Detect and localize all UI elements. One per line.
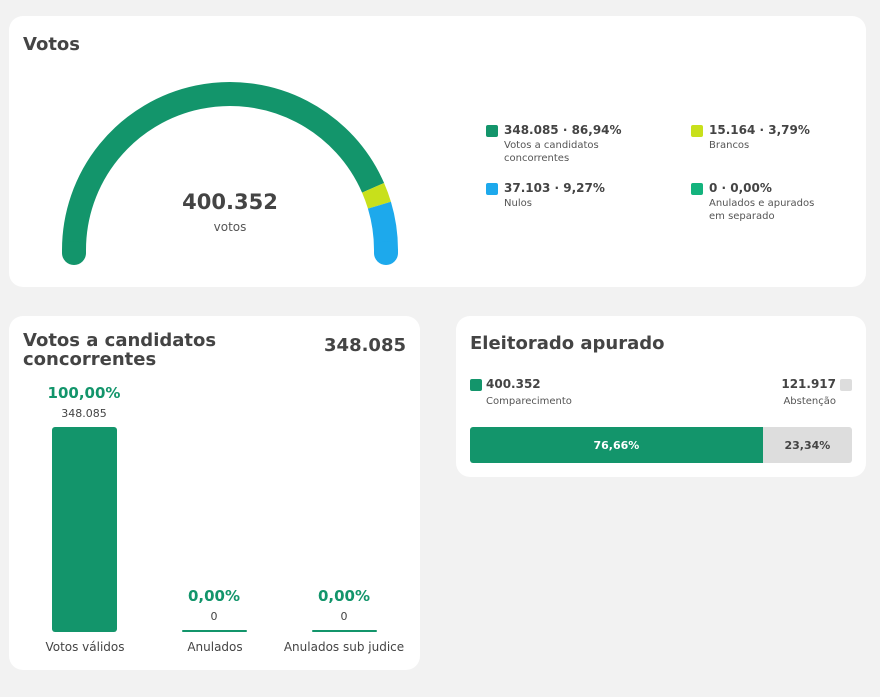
bar-label-anulados: Anulados: [187, 640, 243, 654]
votos-gauge-chart: [62, 82, 398, 265]
bar-percent: 100,00%: [47, 384, 121, 402]
gauge-segment-0: [62, 82, 385, 251]
abstencao-swatch: [840, 379, 852, 391]
eleitorado-title: Eleitorado apurado: [470, 333, 665, 354]
candidatos-total: 348.085: [324, 335, 406, 356]
votos-title: Votos: [23, 34, 80, 55]
candidatos-title-line1: Votos a candidatos: [23, 330, 217, 351]
comparecimento-value: 400.352: [486, 377, 541, 391]
legend-swatch: [691, 125, 703, 137]
legend-label: Brancos: [709, 140, 750, 151]
legend-swatch: [486, 125, 498, 137]
abstencao-segment: 23,34%: [762, 427, 852, 463]
bar-column-sub-judice: 0,00% 0: [284, 316, 404, 670]
gauge-segment-1: [361, 183, 391, 209]
legend-value: 15.164 · 3,79%: [709, 123, 810, 137]
legend-value: 37.103 · 9,27%: [504, 181, 605, 195]
legend-label: Votos a candidatos concorrentes: [504, 140, 599, 164]
legend-swatch: [486, 183, 498, 195]
bar-percent: 0,00%: [317, 587, 371, 605]
abstencao-percent: 23,34%: [784, 438, 831, 452]
legend-label: Nulos: [504, 198, 532, 209]
comparecimento-label: Comparecimento: [486, 396, 572, 407]
votos-total: 400.352: [182, 190, 278, 214]
legend-value: 0 · 0,00%: [709, 181, 772, 195]
eleitorado-stacked-bar: 76,66% 23,34%: [470, 427, 852, 463]
comparecimento-percent: 76,66%: [593, 438, 640, 452]
legend-value: 348.085 · 86,94%: [504, 123, 622, 137]
bar-validos: [51, 427, 117, 632]
candidatos-title-line2: concorrentes: [23, 349, 157, 370]
comparecimento-swatch: [470, 379, 482, 391]
bar-column-validos: 100,00% 348.085: [24, 316, 144, 670]
bar-anulados: [181, 630, 247, 632]
comparecimento-segment: 76,66%: [470, 427, 763, 463]
legend-label: Anulados e apurados em separado: [709, 198, 815, 222]
candidatos-card: Votos a candidatos concorrentes 348.085 …: [9, 316, 420, 670]
votos-card: Votos 400.352 votos 348.085 · 86,94% Vot…: [9, 16, 866, 287]
gauge-cap-end-fill: [374, 249, 398, 253]
gauge-cap-start-fill: [62, 249, 86, 253]
bar-count: 0: [210, 610, 218, 623]
votos-total-label: votos: [213, 220, 247, 234]
bar-label-sub-judice: Anulados sub judice: [283, 640, 405, 654]
bar-count: 348.085: [61, 407, 107, 420]
bar-percent: 0,00%: [187, 587, 241, 605]
eleitorado-card: Eleitorado apurado 400.352 Compareciment…: [456, 316, 866, 477]
abstencao-label: Abstenção: [783, 396, 836, 407]
bar-count: 0: [340, 610, 348, 623]
bar-label-validos: Votos válidos: [45, 640, 125, 654]
abstencao-value: 121.917: [781, 377, 836, 391]
bar-column-anulados: 0,00% 0: [154, 316, 274, 670]
bar-anulados-sub-judice: [311, 630, 377, 632]
legend-swatch: [691, 183, 703, 195]
